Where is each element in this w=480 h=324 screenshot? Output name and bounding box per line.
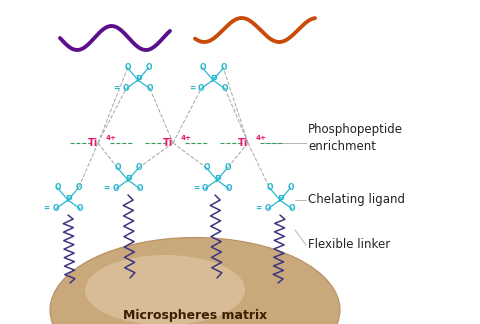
Text: O: O: [204, 164, 210, 172]
Text: Chelating ligand: Chelating ligand: [308, 193, 405, 206]
Text: O: O: [147, 84, 153, 93]
Ellipse shape: [85, 255, 245, 324]
Text: 4+: 4+: [181, 135, 192, 141]
Text: =: =: [104, 184, 110, 193]
Text: O: O: [135, 164, 142, 172]
Text: Ti: Ti: [88, 138, 98, 148]
Text: O: O: [123, 84, 129, 93]
Text: P: P: [65, 195, 72, 204]
Text: O: O: [224, 164, 231, 172]
Text: =: =: [256, 204, 262, 213]
Text: =: =: [114, 84, 120, 93]
Text: O: O: [220, 64, 227, 73]
Text: Ti: Ti: [163, 138, 173, 148]
Text: O: O: [266, 183, 273, 192]
Text: =: =: [193, 184, 199, 193]
Text: O: O: [199, 64, 206, 73]
Text: O: O: [137, 184, 143, 193]
Text: O: O: [145, 64, 152, 73]
Text: O: O: [113, 184, 119, 193]
Text: O: O: [124, 64, 131, 73]
Text: P: P: [276, 195, 283, 204]
Text: P: P: [125, 176, 132, 184]
Text: O: O: [289, 204, 295, 213]
Text: Phosphopeptide
enrichment: Phosphopeptide enrichment: [308, 123, 403, 153]
Ellipse shape: [50, 237, 340, 324]
Text: Microspheres matrix: Microspheres matrix: [123, 308, 267, 321]
Text: O: O: [226, 184, 232, 193]
Text: Ti: Ti: [238, 138, 248, 148]
Text: O: O: [53, 204, 59, 213]
Text: O: O: [287, 183, 294, 192]
Text: 4+: 4+: [256, 135, 267, 141]
Text: =: =: [44, 204, 50, 213]
Text: O: O: [265, 204, 271, 213]
Text: O: O: [54, 183, 61, 192]
Text: O: O: [114, 164, 121, 172]
Text: O: O: [77, 204, 83, 213]
Text: O: O: [198, 84, 204, 93]
Text: O: O: [222, 84, 228, 93]
Text: O: O: [202, 184, 208, 193]
Text: 4+: 4+: [106, 135, 117, 141]
Text: P: P: [210, 75, 216, 85]
Text: P: P: [214, 176, 220, 184]
Text: Flexible linker: Flexible linker: [308, 238, 390, 251]
Text: =: =: [189, 84, 195, 93]
Text: P: P: [135, 75, 141, 85]
Text: O: O: [75, 183, 82, 192]
